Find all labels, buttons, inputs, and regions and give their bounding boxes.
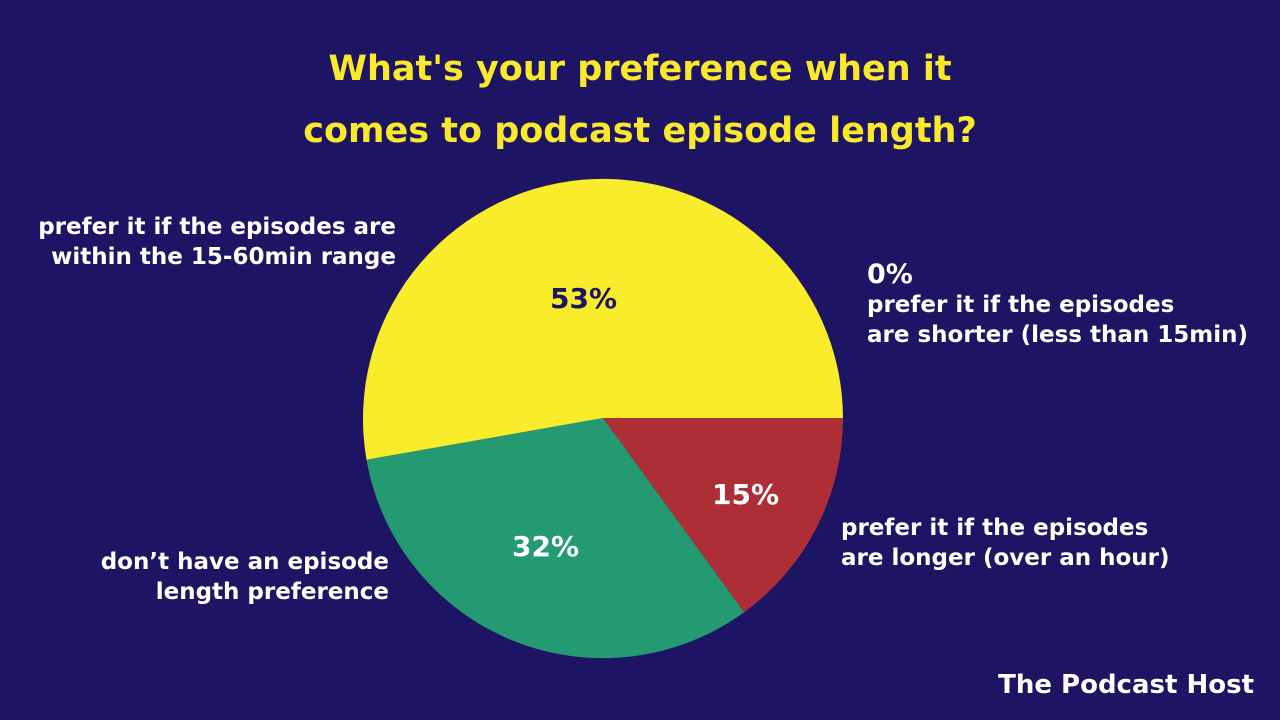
title-line-2: comes to podcast episode length?: [303, 111, 977, 151]
label-longer-line1: prefer it if the episodes: [841, 515, 1149, 541]
label-shorter-line1: prefer it if the episodes: [867, 292, 1175, 318]
brand-logo: The Podcast Host: [998, 670, 1254, 700]
label-no-pref-line1: don’t have an episode: [100, 549, 389, 575]
label-range-line2: within the 15-60min range: [51, 244, 396, 270]
label-no-pref: don’t have an episode length preference: [101, 547, 389, 607]
label-range-line1: prefer it if the episodes are: [38, 214, 396, 240]
pct-label-longer: 15%: [712, 478, 780, 511]
label-no-pref-line2: length preference: [155, 579, 389, 605]
slice-no-preference: [366, 418, 745, 659]
pct-label-range: 53%: [550, 282, 618, 315]
label-shorter: 0% prefer it if the episodes are shorter…: [867, 260, 1248, 350]
slice-15-60min: [363, 178, 843, 460]
label-range: prefer it if the episodes are within the…: [38, 212, 396, 272]
label-shorter-line2: are shorter (less than 15min): [867, 322, 1249, 348]
title-line-1: What's your preference when it: [328, 49, 952, 89]
pct-label-no-pref: 32%: [512, 530, 580, 563]
label-longer: prefer it if the episodes are longer (ov…: [841, 513, 1170, 573]
chart-title: What's your preference when it comes to …: [0, 38, 1280, 162]
label-longer-line2: are longer (over an hour): [841, 545, 1170, 571]
slice-longer: [603, 418, 843, 613]
label-shorter-pct: 0%: [867, 259, 913, 290]
